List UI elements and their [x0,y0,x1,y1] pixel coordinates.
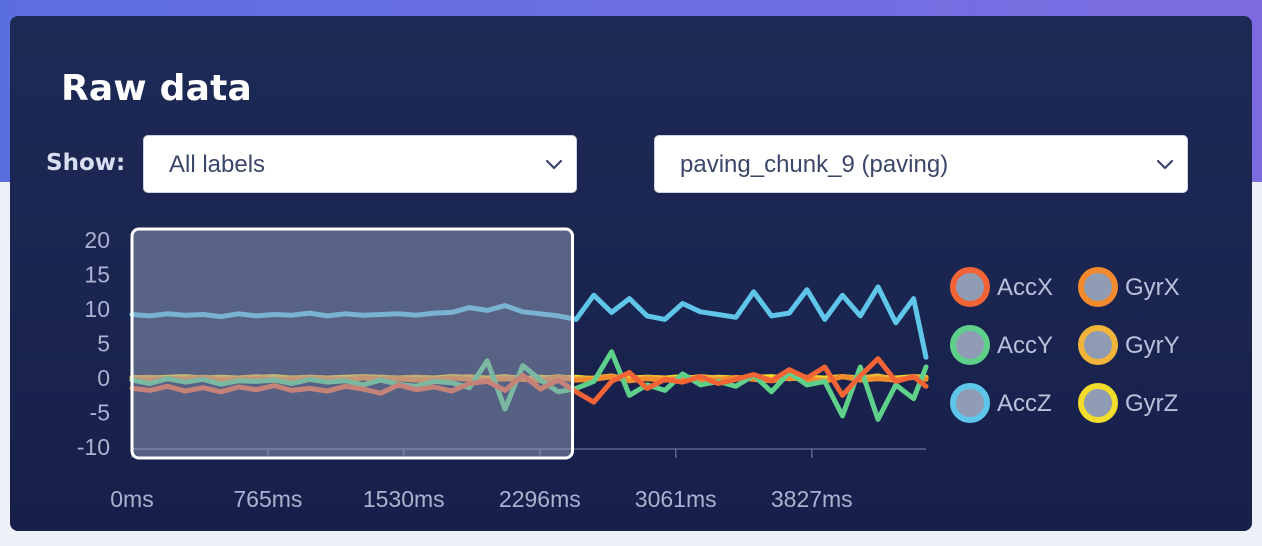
chevron-down-icon [545,159,563,170]
legend-marker [950,325,990,365]
legend-item-accy[interactable]: AccY [950,325,1053,365]
raw-data-panel: Raw data Show: All labels paving_chunk_9… [10,16,1252,531]
x-tick-label: 3061ms [635,486,717,512]
legend-label: AccZ [997,390,1052,417]
y-tick-label: 20 [84,227,110,253]
y-tick-label: -10 [77,434,110,460]
legend-marker [1078,383,1118,423]
legend-item-gyrz[interactable]: GyrZ [1078,383,1178,423]
sample-select[interactable]: paving_chunk_9 (paving) [654,135,1188,193]
legend-item-gyry[interactable]: GyrY [1078,325,1180,365]
x-tick-label: 765ms [233,486,302,512]
y-tick-label: 5 [97,331,110,357]
legend-label: GyrX [1125,274,1180,301]
legend-item-accx[interactable]: AccX [950,267,1053,307]
sample-value: paving_chunk_9 (paving) [680,151,949,178]
y-tick-label: 15 [84,262,110,288]
legend-marker [950,267,990,307]
label-filter-select[interactable]: All labels [143,135,577,193]
x-tick-label: 0ms [110,486,153,512]
x-tick-label: 3827ms [771,486,853,512]
raw-data-chart: 20 15 10 5 0 -5 -10 0ms 765ms 1530ms 2296ms 3061ms… [77,227,1180,512]
x-tick-label: 2296ms [499,486,581,512]
legend-label: AccX [997,274,1053,301]
y-tick-label: 0 [97,365,110,391]
y-axis: 20 15 10 5 0 -5 -10 [77,227,110,460]
show-label: Show: [46,150,126,176]
legend-marker [1078,325,1118,365]
x-tick-label: 1530ms [363,486,445,512]
panel-title: Raw data [61,68,252,109]
chevron-down-icon [1156,159,1174,170]
legend-label: GyrZ [1125,390,1178,417]
legend-label: GyrY [1125,332,1180,359]
legend: AccX GyrX AccY GyrY AccZ GyrZ [950,267,1180,423]
y-tick-label: 10 [84,296,110,322]
label-filter-value: All labels [169,151,266,178]
legend-marker [1078,267,1118,307]
legend-marker [950,383,990,423]
y-tick-label: -5 [90,400,110,426]
legend-item-gyrx[interactable]: GyrX [1078,267,1180,307]
legend-item-accz[interactable]: AccZ [950,383,1052,423]
selection-window[interactable] [130,227,575,460]
selection-layer[interactable] [130,227,575,460]
legend-label: AccY [997,332,1053,359]
